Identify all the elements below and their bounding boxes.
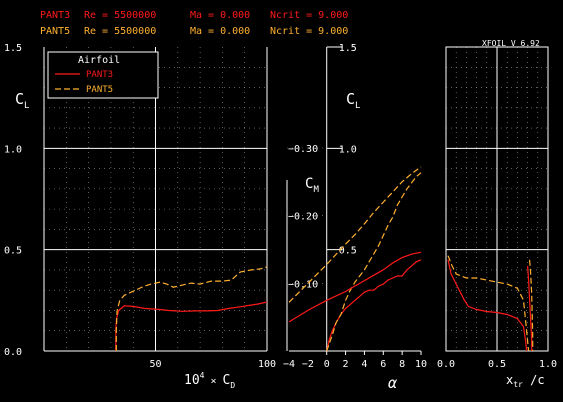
panel1-xlabel: 104 × CD [184,371,235,390]
panel2-xtick-label: 10 [415,359,427,370]
panel1-ytick-label: 0.5 [4,246,22,257]
panel3-xtick-label: 0.0 [437,359,455,370]
panel1-ytick-label: 1.5 [4,43,22,54]
panel2-cm-series-pant5 [288,166,422,303]
panel2-ytick-label: 1.0 [339,144,357,155]
panel2-cm-tick-label: −0.30 [288,144,318,155]
panel2-ytick-label: 0.5 [339,246,357,257]
panel1-series-pant3 [115,301,268,351]
panel3-series-pant3 [447,259,528,352]
panel1-series-pant5 [115,266,268,351]
axis-titles: CL CL CM 104 × CD α xtr /c [15,90,545,392]
panel2-xtick-label: 6 [380,359,386,370]
panel2-xtick-label: 8 [399,359,405,370]
header-row-2-re: Re = 5500000 [84,26,156,37]
panel1-xtick-label: 100 [258,359,276,370]
panel1-ytick-label: 0.0 [4,347,22,358]
panel2-cl-series-pant5 [326,172,422,352]
panel2-xtick-label: 2 [343,359,349,370]
header-row-1-name: PANT3 [40,10,70,21]
panel2-xtick-label: −4 [283,359,295,370]
header-row-1-ma: Ma = 0.000 [190,10,250,21]
legend-box [47,51,159,99]
header-row-2-ncrit: Ncrit = 9.000 [270,26,348,37]
charts-layer: 0.00.51.01.550 1000.51.01.5−0.10−0.20−0.3… [4,43,557,370]
panel2-xtick-label: 0 [324,359,330,370]
panel2-cm-tick-label: −0.10 [288,279,318,290]
panel2-xtick-label: −2 [302,359,314,370]
panel1-ytick-label: 1.0 [4,144,22,155]
legend-entry-1: PANT3 [86,70,113,80]
panel3-xtick-label: 0.5 [488,359,506,370]
legend-title: Airfoil [78,55,120,66]
legend-entry-2: PANT5 [86,85,113,95]
panel3-series-pant3-lower [527,265,533,351]
panel2-xlabel: α [388,374,398,392]
panel2-ytick-label: 1.5 [339,43,357,54]
version-label: XFOIL V 6.92 [482,39,540,48]
legend: Airfoil PANT3 PANT5 [47,51,159,99]
header-row-2-name: PANT5 [40,26,70,37]
panel2-cm-series-pant3 [288,251,422,323]
panel3-series-pant5-lower [529,259,534,351]
panel1-xtick-label: 50 [149,359,161,370]
panel2-cm-tick-label: −0.20 [288,212,318,223]
header-row-2-ma: Ma = 0.000 [190,26,250,37]
run-header: PANT3 Re = 5500000 Ma = 0.000 Ncrit = 9.… [40,10,348,37]
panel3-xtick-label: 1.0 [539,359,557,370]
panel2-cl-series-pant3 [326,259,422,352]
header-row-1-ncrit: Ncrit = 9.000 [270,10,348,21]
header-row-1-re: Re = 5500000 [84,10,156,21]
panel3-series-pant5 [447,255,530,352]
panel2-xtick-label: 4 [361,359,367,370]
panel3-xlabel: xtr /c [506,373,545,389]
